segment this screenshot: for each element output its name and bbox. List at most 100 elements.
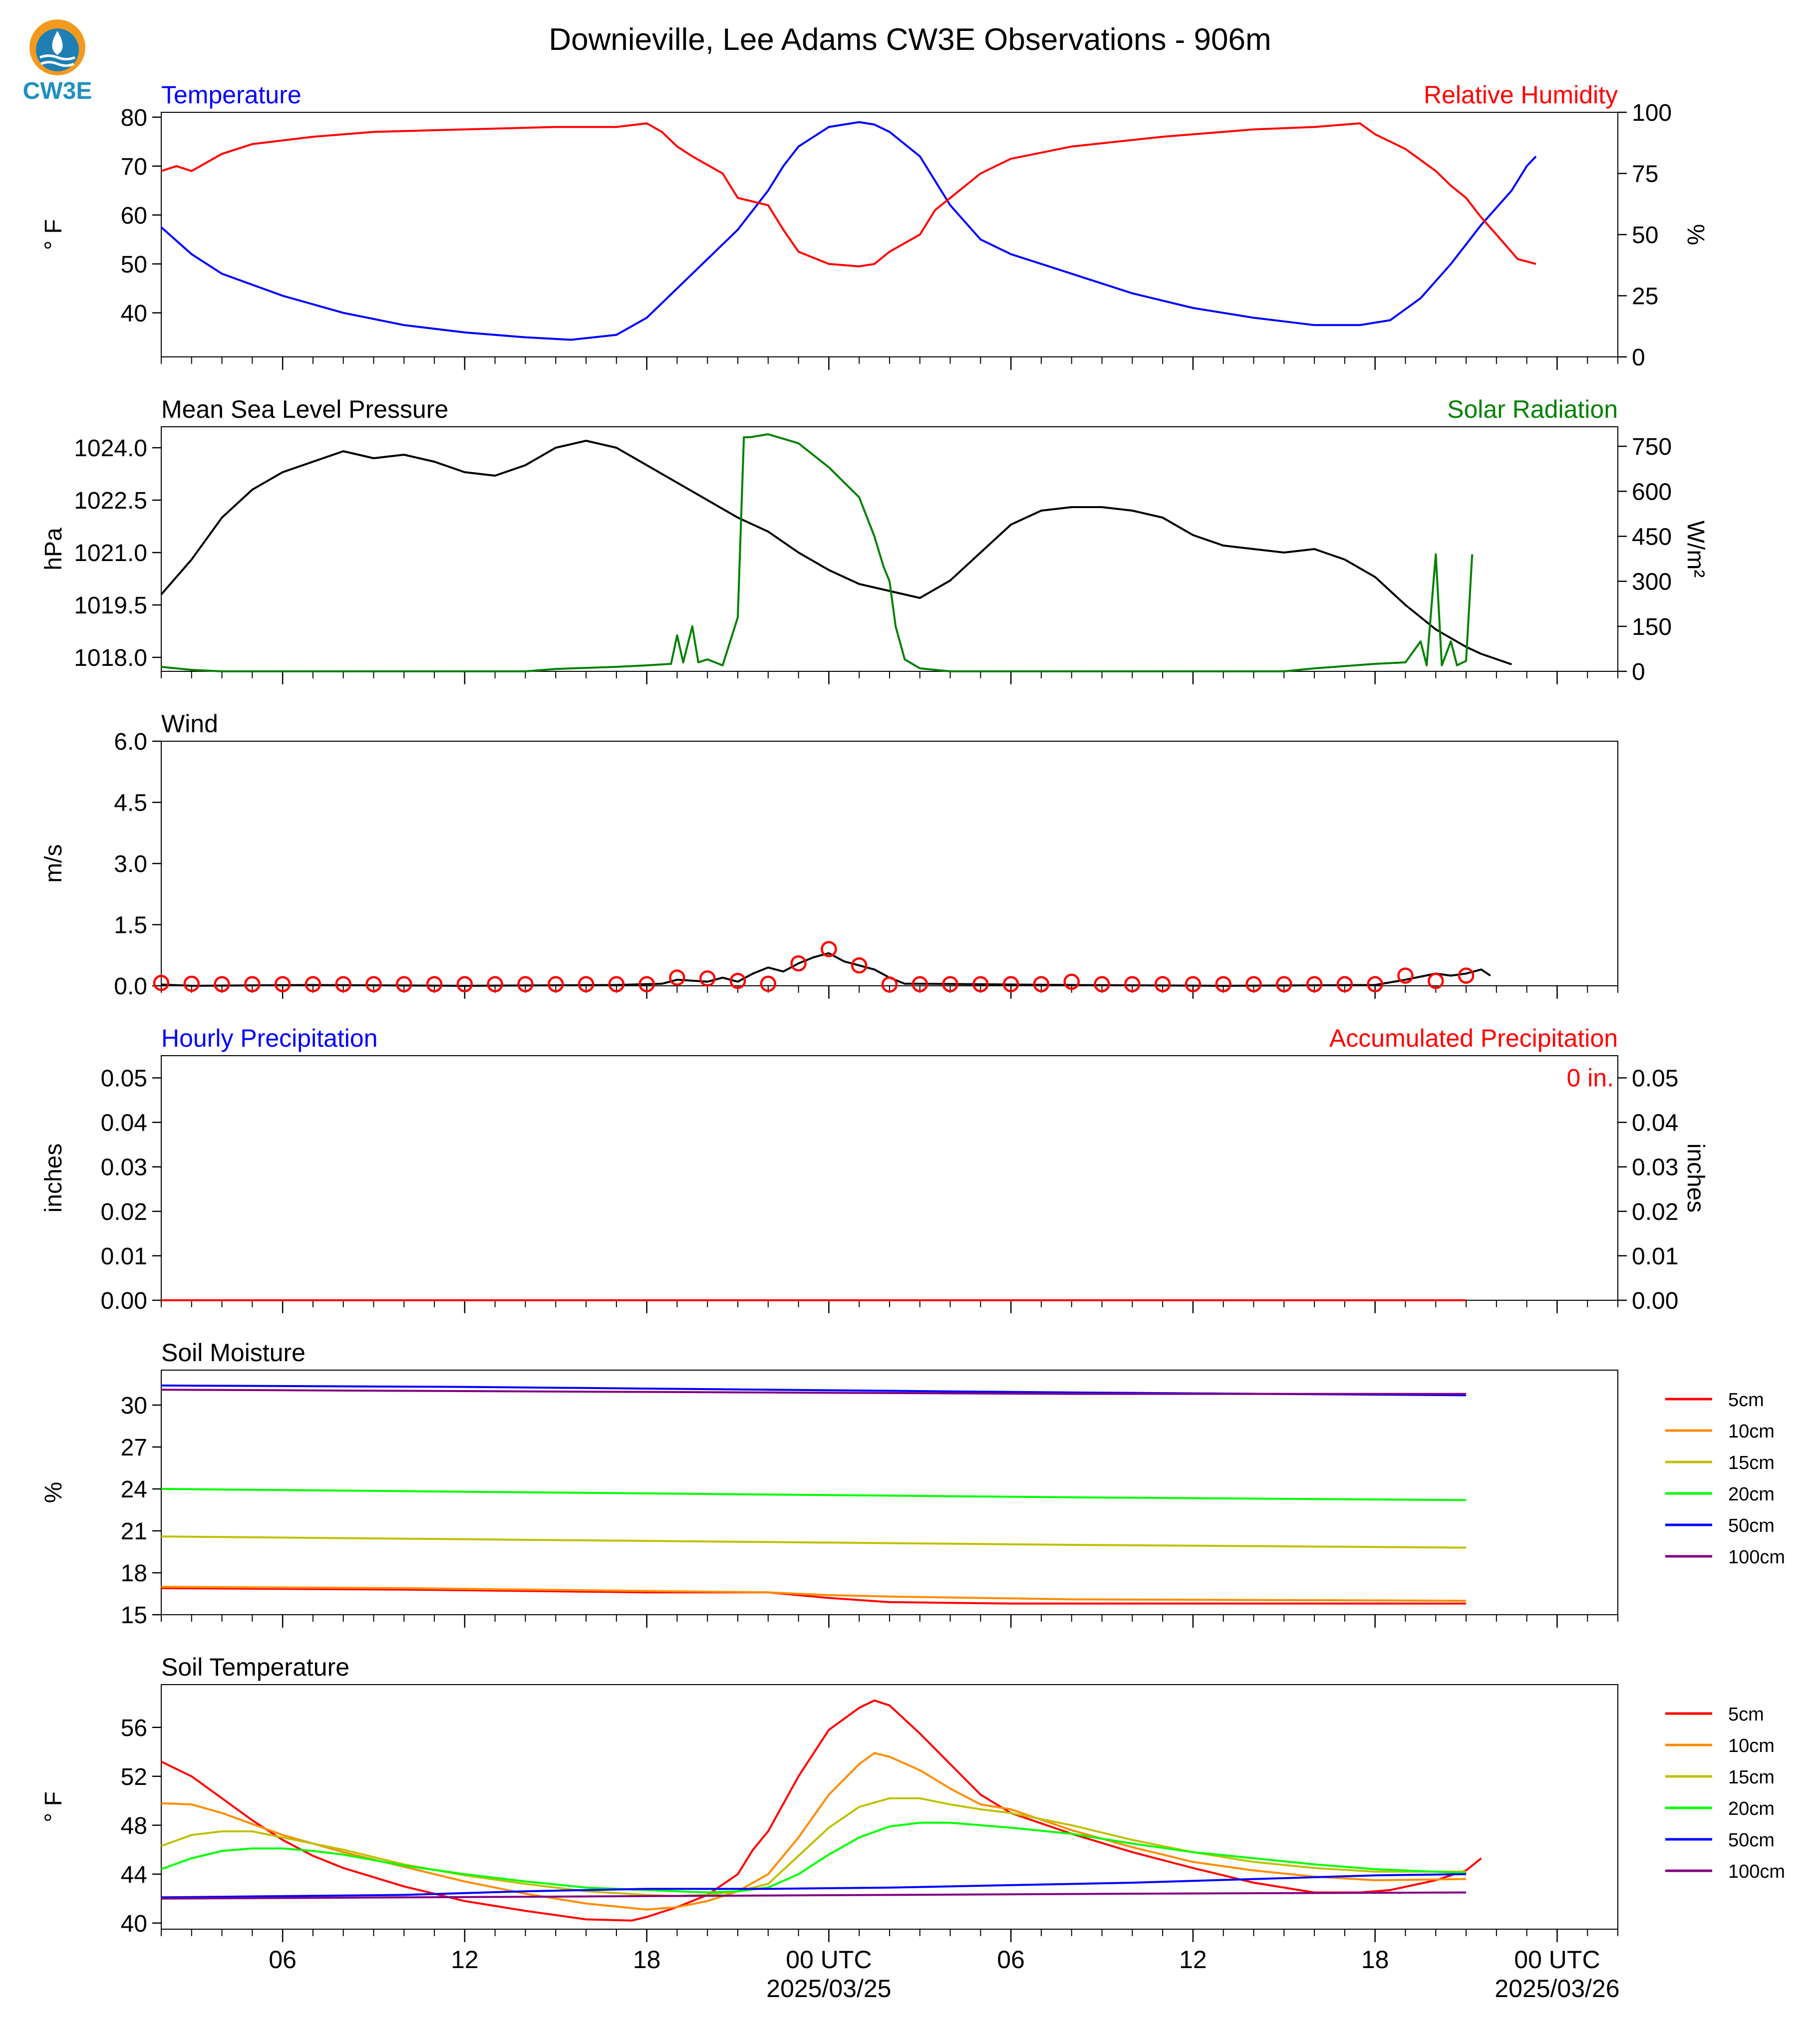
- gust-marker: [1094, 976, 1110, 992]
- panel-3: 0.00 0.01 0.02 0.03 0.04 0.05 0.00 0.01 0.02 0.03…: [40, 1024, 1709, 1314]
- y-right-tick-label: 0: [1632, 344, 1645, 371]
- y-axis-label: ° F: [40, 1791, 67, 1822]
- panel-title-left: Soil Temperature: [161, 1653, 349, 1681]
- gust-marker: [548, 976, 564, 992]
- gust-marker: [881, 976, 898, 993]
- y-right-tick-label: 75: [1632, 161, 1658, 188]
- panel-0: 40 50 60 70 80 0 25 50 75 100 Temperature Relative …: [40, 81, 1709, 371]
- y-tick-label: 0.04: [101, 1110, 147, 1137]
- panel-title-left: Hourly Precipitation: [161, 1024, 378, 1052]
- y-right-tick-label: 25: [1632, 284, 1658, 310]
- y-tick-label: 18: [121, 1560, 147, 1587]
- gust-marker: [1063, 973, 1080, 990]
- y-axis-label: m/s: [40, 844, 67, 882]
- series-line-20cm: [161, 1488, 1467, 1501]
- gust-marker: [1124, 976, 1141, 992]
- panel-title-right: Accumulated Precipitation: [1329, 1024, 1618, 1052]
- y-tick-label: 15: [121, 1602, 147, 1629]
- gust-marker: [1002, 976, 1019, 992]
- gust-marker: [790, 955, 807, 972]
- panel-5: 40 44 48 52 56 Soil Temperature ° F 5cm 10cm 15cm…: [40, 1653, 1785, 1942]
- gust-marker: [487, 976, 503, 992]
- x-date-label: 2025/03/26: [1495, 1975, 1619, 2003]
- legend-label: 15cm: [1728, 1767, 1775, 1788]
- y-tick-label: 21: [121, 1518, 147, 1545]
- gust-marker: [214, 976, 230, 992]
- series-line-15cm: [161, 1797, 1466, 1897]
- panel-title-left: Mean Sea Level Pressure: [161, 395, 448, 423]
- y-tick-label: 1022.5: [74, 488, 147, 514]
- gust-marker: [760, 975, 777, 992]
- y-right-tick-label: 450: [1632, 524, 1672, 550]
- legend-label: 10cm: [1728, 1736, 1775, 1756]
- x-tick-label: 12: [451, 1946, 479, 1974]
- legend-label: 15cm: [1728, 1452, 1775, 1473]
- y-right-tick-label: 100: [1632, 100, 1672, 126]
- y-right-tick-label: 750: [1632, 434, 1672, 460]
- gust-marker: [972, 976, 989, 992]
- cw3e-logo-text: CW3E: [23, 78, 92, 104]
- gust-marker: [456, 976, 473, 992]
- gust-marker: [183, 975, 200, 992]
- gust-marker: [942, 976, 958, 992]
- y-tick-label: 1018.0: [74, 645, 147, 671]
- series-line-100cm: [161, 1389, 1466, 1395]
- y-tick-label: 1.5: [114, 912, 147, 939]
- panel-title-left: Temperature: [161, 81, 302, 109]
- gust-marker: [365, 976, 382, 992]
- legend-label: 50cm: [1728, 1830, 1775, 1851]
- y-tick-label: 24: [121, 1476, 147, 1503]
- legend-label: 5cm: [1728, 1704, 1764, 1725]
- y-right-tick-label: 0.01: [1632, 1243, 1678, 1270]
- y-tick-label: 52: [121, 1764, 147, 1790]
- y-right-tick-label: 300: [1632, 569, 1672, 595]
- gust-marker: [304, 976, 321, 992]
- cw3e-water-drop-logo-icon: [29, 19, 85, 75]
- y-tick-label: 50: [121, 252, 147, 278]
- y-tick-label: 0.01: [101, 1243, 147, 1270]
- y-tick-label: 30: [121, 1393, 147, 1419]
- gust-marker: [274, 976, 291, 992]
- gust-marker: [1215, 976, 1231, 992]
- gust-marker: [1033, 976, 1050, 992]
- gust-marker: [608, 976, 625, 992]
- y-axis-label: ° F: [40, 219, 67, 250]
- y-tick-label: 4.5: [114, 790, 147, 817]
- cw3e-logo: CW3E: [23, 19, 92, 104]
- y-tick-label: 6.0: [114, 729, 147, 755]
- gust-marker: [517, 976, 534, 992]
- gust-marker: [699, 970, 716, 987]
- gust-marker: [911, 976, 928, 992]
- y-right-tick-label: 150: [1632, 614, 1672, 640]
- panel-2: 0.0 1.5 3.0 4.5 6.0 Wind m/s: [40, 710, 1618, 1000]
- x-date-label: 2025/03/25: [766, 1975, 891, 2003]
- x-tick-label: 12: [1179, 1946, 1207, 1974]
- gust-marker: [821, 941, 837, 957]
- y-tick-label: 44: [121, 1862, 147, 1888]
- legend-label: 20cm: [1728, 1484, 1775, 1505]
- legend-label: 5cm: [1728, 1390, 1764, 1411]
- y-tick-label: 0.00: [101, 1288, 147, 1314]
- gust-marker: [1336, 976, 1353, 992]
- legend-label: 10cm: [1728, 1421, 1775, 1442]
- y-tick-label: 1021.0: [74, 540, 147, 567]
- series-line: [161, 952, 1491, 987]
- y-tick-label: 0.02: [101, 1199, 147, 1225]
- y-tick-label: 0.0: [114, 973, 147, 1000]
- y-tick-label: 40: [121, 1911, 147, 1937]
- gust-marker: [1154, 976, 1171, 992]
- x-tick-label: 06: [269, 1946, 297, 1974]
- series-line: [160, 440, 1512, 665]
- gust-marker: [669, 969, 685, 986]
- series-line: [161, 433, 1474, 672]
- panel-title-left: Wind: [161, 710, 218, 738]
- series-line-5cm: [161, 1699, 1482, 1922]
- legend-label: 20cm: [1728, 1798, 1775, 1819]
- y-tick-label: 80: [121, 105, 147, 131]
- panel-title-left: Soil Moisture: [161, 1339, 305, 1367]
- gust-marker: [578, 976, 595, 992]
- y-axis-label: %: [40, 1482, 67, 1503]
- series-line: [160, 121, 1537, 341]
- x-tick-label: 18: [633, 1946, 661, 1974]
